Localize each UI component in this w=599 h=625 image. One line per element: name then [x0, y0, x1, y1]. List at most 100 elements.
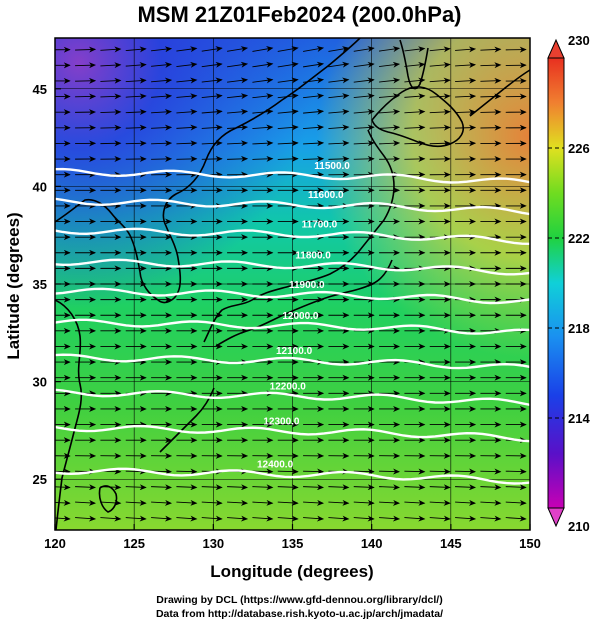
wind-arrow: [404, 468, 426, 475]
wind-arrow: [176, 108, 198, 115]
coastline-kuril: [469, 69, 530, 117]
height-contour-line: [55, 388, 530, 406]
wind-arrow: [227, 61, 249, 68]
wind-arrow: [328, 61, 350, 68]
wind-arrow: [201, 61, 223, 68]
wind-arrow: [303, 77, 325, 84]
wind-arrow: [379, 108, 401, 115]
colorbar-top-arrow: [547, 38, 565, 59]
height-contour-label: 11800.0: [295, 251, 331, 262]
wind-arrow: [125, 499, 147, 506]
y-tick-label: 40: [33, 179, 47, 194]
wind-arrow: [100, 46, 122, 53]
height-contour-label: 12400.0: [257, 459, 294, 470]
wind-arrow: [429, 93, 451, 100]
wind-arrow: [201, 155, 223, 162]
wind-arrow: [277, 499, 299, 506]
wind-arrow: [277, 468, 299, 475]
wind-arrow: [201, 484, 223, 491]
wind-arrow: [252, 124, 274, 131]
wind-arrow: [125, 46, 147, 53]
colorbar-tick-label: 218: [568, 321, 590, 336]
wind-arrow: [100, 499, 122, 506]
coastline-china-south: [55, 299, 83, 530]
wind-arrow: [277, 61, 299, 68]
colorbar-tick-label: 226: [568, 141, 590, 156]
wind-arrow: [125, 124, 147, 131]
wind-arrow: [328, 499, 350, 506]
wind-arrow: [303, 484, 325, 491]
wind-arrow: [151, 61, 173, 68]
wind-arrow: [75, 62, 97, 69]
wind-arrow: [151, 77, 173, 84]
credits-line-1: Drawing by DCL (https://www.gfd-dennou.o…: [156, 594, 443, 606]
wind-arrow: [328, 515, 350, 522]
height-contour-label: 11900.0: [289, 280, 325, 291]
height-contour-line: [55, 353, 530, 370]
wind-arrow: [151, 515, 173, 522]
wind-arrow: [353, 46, 375, 53]
wind-arrow: [353, 93, 375, 100]
wind-arrow: [176, 61, 198, 68]
wind-arrow: [151, 499, 173, 506]
colorbar-ticks: 230 226 222 218 214 210: [548, 33, 590, 534]
wind-arrow: [55, 499, 71, 506]
wind-arrow: [353, 124, 375, 131]
wind-arrow: [379, 46, 401, 53]
wind-arrow: [480, 468, 502, 475]
x-tick-label: 130: [202, 536, 224, 551]
wind-arrow: [252, 468, 274, 475]
wind-arrow: [455, 93, 477, 100]
colorbar-tick-label: 222: [568, 231, 590, 246]
wind-arrow: [100, 109, 122, 116]
wind-arrow: [303, 61, 325, 68]
wind-arrow: [404, 140, 426, 147]
wind-arrow: [379, 515, 401, 522]
colorbar-body: [547, 57, 565, 509]
x-axis-label: Longitude (degrees): [210, 562, 373, 581]
wind-arrow: [55, 484, 71, 491]
y-axis-label: Latitude (degrees): [4, 212, 23, 359]
wind-arrow: [277, 124, 299, 131]
x-tick-label: 120: [44, 536, 66, 551]
wind-arrow: [55, 468, 71, 475]
height-contour-line: [55, 424, 530, 443]
wind-arrow: [429, 61, 451, 68]
wind-arrow: [404, 484, 426, 491]
wind-arrow: [201, 140, 223, 147]
wind-arrow: [176, 46, 198, 53]
wind-arrow: [151, 93, 173, 100]
wind-arrow: [125, 109, 147, 115]
wind-arrow: [353, 484, 375, 491]
wind-arrow: [303, 468, 325, 475]
wind-arrow: [176, 155, 198, 162]
wind-arrow: [480, 46, 502, 53]
wind-arrow: [277, 93, 299, 100]
height-contour-line: [55, 467, 530, 485]
wind-arrow: [429, 140, 451, 147]
x-tick-label: 150: [519, 536, 541, 551]
wind-arrow: [176, 140, 198, 147]
colorbar-tick-label: 230: [568, 33, 590, 48]
wind-arrow: [252, 499, 274, 506]
wind-arrow: [252, 515, 274, 522]
x-tick-label: 135: [282, 536, 304, 551]
x-tick-label: 140: [361, 536, 383, 551]
wind-arrow: [379, 468, 401, 475]
wind-arrow: [201, 515, 223, 522]
wind-arrow: [176, 499, 198, 506]
credits-line-2: Data from http://database.rish.kyoto-u.a…: [155, 608, 444, 620]
wind-arrow: [404, 93, 426, 100]
wind-arrow: [125, 140, 147, 147]
wind-arrow: [303, 124, 325, 131]
wind-arrow: [75, 515, 97, 522]
wind-arrow: [353, 108, 375, 115]
wind-arrow: [151, 124, 173, 131]
wind-arrow: [429, 468, 451, 475]
wind-arrow: [100, 93, 122, 100]
wind-arrow: [151, 484, 173, 491]
wind-arrow: [404, 108, 426, 115]
wind-arrow: [505, 468, 527, 475]
wind-arrow: [125, 77, 147, 84]
wind-arrow: [277, 140, 299, 147]
